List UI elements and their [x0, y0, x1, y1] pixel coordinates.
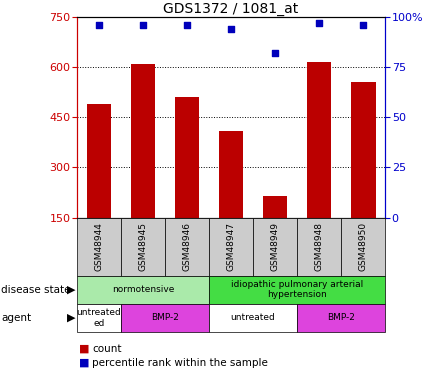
Text: GSM48945: GSM48945: [138, 222, 147, 271]
Point: [139, 22, 146, 28]
Text: GSM48946: GSM48946: [183, 222, 191, 271]
Title: GDS1372 / 1081_at: GDS1372 / 1081_at: [163, 2, 299, 16]
Bar: [131, 64, 155, 217]
Text: GSM48944: GSM48944: [94, 222, 103, 271]
Text: idiopathic pulmonary arterial
hypertension: idiopathic pulmonary arterial hypertensi…: [231, 280, 364, 299]
Point: [360, 22, 367, 28]
Point: [316, 20, 323, 26]
Bar: [87, 104, 111, 218]
Text: ■: ■: [79, 358, 89, 368]
Text: ■: ■: [79, 344, 89, 354]
Text: GSM48950: GSM48950: [359, 222, 368, 271]
Text: GSM48949: GSM48949: [271, 222, 279, 271]
Text: ▶: ▶: [67, 313, 76, 323]
Text: ▶: ▶: [67, 285, 76, 295]
Bar: [351, 82, 375, 218]
Bar: [263, 196, 287, 217]
Point: [95, 22, 102, 28]
Text: BMP-2: BMP-2: [327, 314, 355, 322]
Text: GSM48947: GSM48947: [226, 222, 236, 271]
Text: percentile rank within the sample: percentile rank within the sample: [92, 358, 268, 368]
Text: count: count: [92, 344, 121, 354]
Bar: [175, 97, 199, 218]
Bar: [307, 62, 332, 217]
Point: [184, 22, 191, 28]
Text: disease state: disease state: [1, 285, 71, 295]
Text: agent: agent: [1, 313, 31, 323]
Text: normotensive: normotensive: [112, 285, 174, 294]
Text: BMP-2: BMP-2: [151, 314, 179, 322]
Text: GSM48948: GSM48948: [315, 222, 324, 271]
Point: [272, 50, 279, 56]
Text: untreated
ed: untreated ed: [76, 308, 121, 327]
Point: [228, 26, 235, 32]
Bar: [219, 130, 243, 218]
Text: untreated: untreated: [231, 314, 276, 322]
